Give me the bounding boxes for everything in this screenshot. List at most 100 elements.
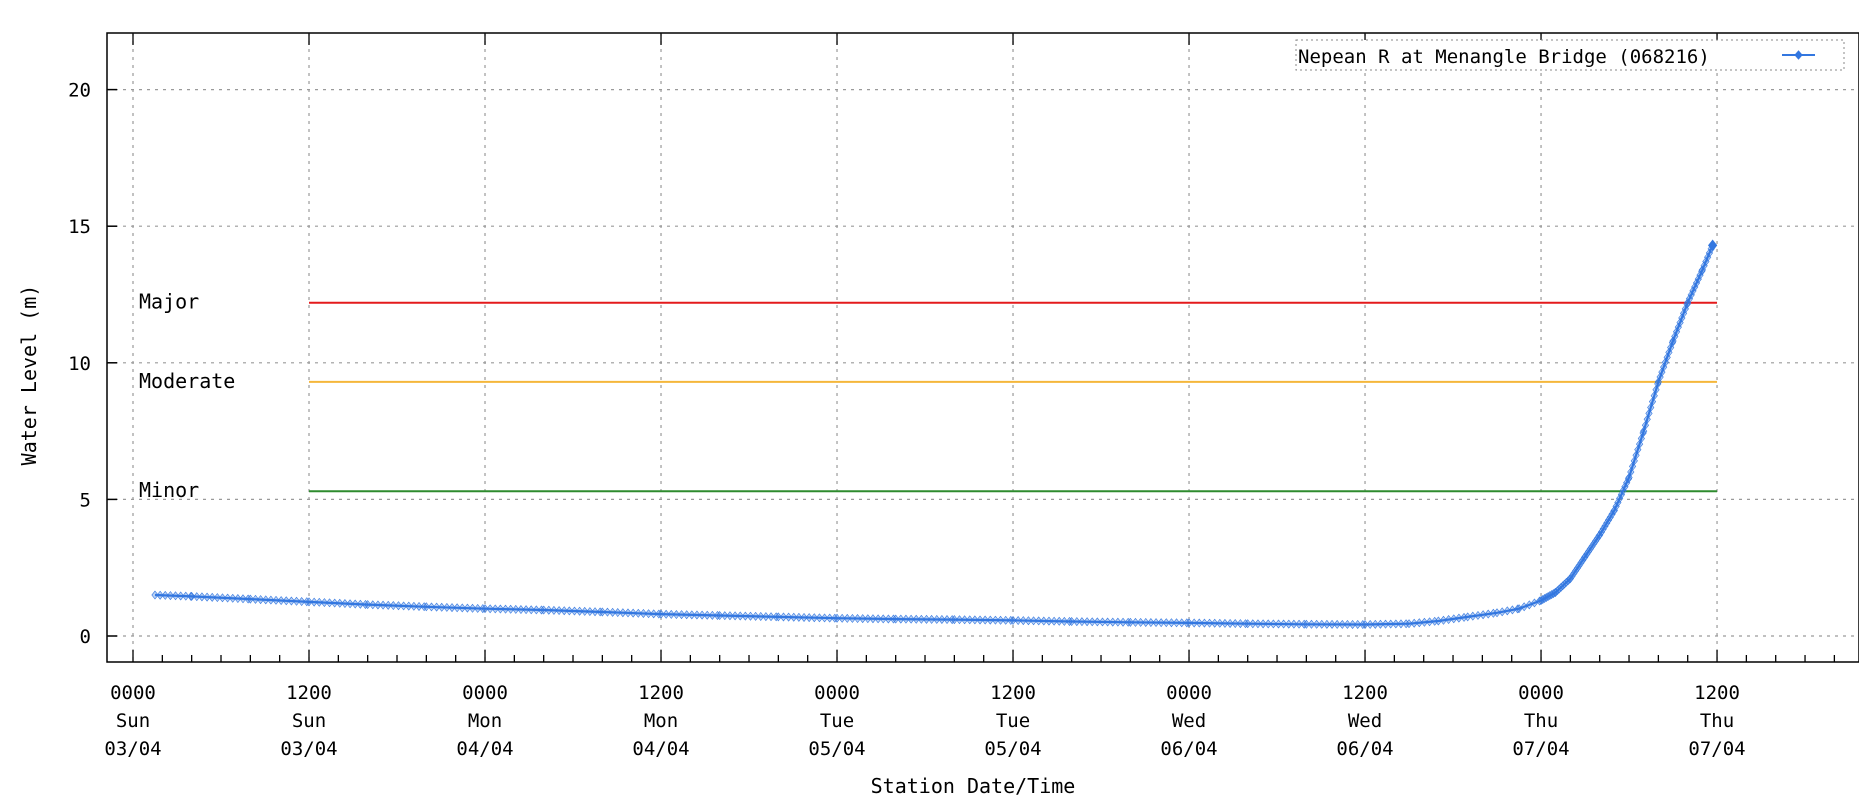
data-point [496,604,504,614]
data-point [1050,616,1058,626]
data-point [517,605,525,614]
data-point [351,599,359,609]
data-point [917,614,925,624]
data-point [1575,561,1583,570]
data-point [1285,619,1293,629]
data-point [1137,617,1145,627]
data-point [1588,541,1596,551]
data-point [667,609,675,619]
data-point [1147,618,1155,628]
data-point [907,614,915,624]
plot-area [106,32,1859,663]
data-point [619,608,627,618]
data-point [1601,521,1609,531]
data-point [400,601,408,611]
data-point [550,605,558,615]
data-point [1190,618,1198,628]
data-point [1381,619,1390,629]
data-point [655,609,663,619]
data-point [443,602,451,612]
data-point [479,604,487,614]
data-point [193,592,201,602]
flood-label-moderate: Moderate [139,369,235,393]
x-tick-label: Mon [468,710,502,732]
data-point [341,599,349,609]
data-point [239,594,247,604]
data-point [1068,617,1076,627]
data-point [1405,619,1413,629]
data-point [1162,618,1170,628]
data-point [1152,618,1160,628]
data-point [1290,619,1298,629]
data-point [1029,616,1038,626]
data-point [1415,618,1423,628]
data-point [1249,619,1257,629]
y-tick-label: 15 [68,216,91,238]
data-point [1126,617,1134,627]
x-tick-label: 1200 [1694,682,1740,704]
data-point [991,615,1000,625]
y-tick-label: 10 [68,353,91,375]
data-point [315,597,323,607]
data-point [713,610,722,620]
data-point [1280,619,1288,629]
data-point [1269,619,1277,629]
data-point [246,594,254,604]
data-point [1167,618,1176,628]
data-point [889,614,898,624]
data-point [815,613,824,623]
data-point [1566,574,1574,584]
data-point [1318,619,1326,629]
data-point [555,606,563,616]
x-tick-label: Thu [1700,710,1734,732]
data-point [1687,290,1695,300]
data-point [774,612,782,622]
data-point [1354,620,1362,629]
data-point [1397,619,1405,629]
data-point [897,614,905,624]
data-point [405,601,413,611]
data-point [1535,596,1544,606]
data-point [394,601,403,611]
data-point [726,611,734,621]
data-point [481,604,489,614]
data-point [410,601,418,611]
data-point [864,614,872,624]
data-point [1073,617,1081,627]
data-point [1544,592,1552,602]
x-tick-label: 05/04 [984,738,1041,760]
data-point [1002,615,1010,625]
data-point [257,595,265,605]
data-point [1685,294,1694,304]
data-point [1425,617,1434,627]
data-point [976,615,984,625]
data-point [1612,501,1620,511]
data-point [1114,617,1122,627]
data-point [848,613,857,623]
data-point [1614,497,1622,507]
data-point [688,610,696,620]
data-point [1221,618,1229,628]
data-point [996,615,1005,625]
data-point [512,604,520,614]
data-point [1104,617,1112,627]
x-tick-label: Wed [1348,710,1382,732]
data-point [1617,490,1625,500]
data-point [565,606,573,616]
x-tick-label: 1200 [1342,682,1388,704]
x-tick-label: 0000 [814,682,860,704]
data-point [859,614,867,624]
x-tick-label: Mon [644,710,678,732]
data-point [1014,616,1022,626]
data-point [267,595,275,605]
y-axis-title: Water Level (m) [17,285,41,466]
data-point [1410,618,1418,628]
data-point [310,597,318,607]
data-point [1359,620,1367,629]
data-point [1295,619,1303,629]
data-point [708,610,716,620]
data-point [1307,619,1316,629]
legend-label: Nepean R at Menangle Bridge (068216) [1298,46,1710,68]
x-tick-label: 06/04 [1160,738,1217,760]
data-point [892,614,900,624]
